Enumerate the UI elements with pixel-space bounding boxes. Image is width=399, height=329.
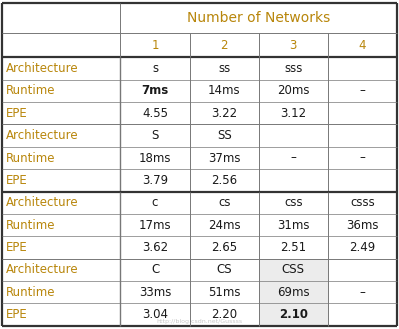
- Text: –: –: [359, 286, 365, 299]
- Text: Architecture: Architecture: [6, 62, 79, 75]
- Text: csss: csss: [350, 196, 375, 209]
- Text: 2.51: 2.51: [280, 241, 306, 254]
- Text: 3.22: 3.22: [211, 107, 237, 120]
- Text: 69ms: 69ms: [277, 286, 310, 299]
- Text: 24ms: 24ms: [208, 218, 241, 232]
- Text: EPE: EPE: [6, 174, 28, 187]
- Text: css: css: [284, 196, 302, 209]
- Text: 3: 3: [290, 38, 297, 52]
- Text: Architecture: Architecture: [6, 129, 79, 142]
- Bar: [259, 259, 328, 326]
- Text: 18ms: 18ms: [139, 152, 171, 164]
- Text: 31ms: 31ms: [277, 218, 310, 232]
- Text: cs: cs: [218, 196, 231, 209]
- Text: EPE: EPE: [6, 107, 28, 120]
- Text: 2.10: 2.10: [279, 308, 308, 321]
- Bar: [259, 259, 328, 326]
- Text: Architecture: Architecture: [6, 263, 79, 276]
- Text: CS: CS: [216, 263, 232, 276]
- Text: 2.65: 2.65: [211, 241, 237, 254]
- Text: 37ms: 37ms: [208, 152, 241, 164]
- Text: s: s: [152, 62, 158, 75]
- Text: 20ms: 20ms: [277, 85, 310, 97]
- Text: 3.79: 3.79: [142, 174, 168, 187]
- Text: c: c: [152, 196, 158, 209]
- Text: SS: SS: [217, 129, 231, 142]
- Text: –: –: [359, 85, 365, 97]
- Text: sss: sss: [284, 62, 302, 75]
- Text: 2.56: 2.56: [211, 174, 237, 187]
- Bar: [259, 259, 328, 326]
- Text: 1: 1: [151, 38, 159, 52]
- Text: 33ms: 33ms: [139, 286, 171, 299]
- Text: 4.55: 4.55: [142, 107, 168, 120]
- Text: 14ms: 14ms: [208, 85, 241, 97]
- Text: –: –: [359, 152, 365, 164]
- Text: 2: 2: [220, 38, 228, 52]
- Text: EPE: EPE: [6, 241, 28, 254]
- Text: Runtime: Runtime: [6, 85, 55, 97]
- Text: C: C: [151, 263, 159, 276]
- Text: 3.12: 3.12: [280, 107, 306, 120]
- Text: 36ms: 36ms: [346, 218, 379, 232]
- Text: Runtime: Runtime: [6, 286, 55, 299]
- Text: EPE: EPE: [6, 308, 28, 321]
- Text: 7ms: 7ms: [141, 85, 169, 97]
- Text: 3.62: 3.62: [142, 241, 168, 254]
- Text: 2.49: 2.49: [349, 241, 375, 254]
- Text: Architecture: Architecture: [6, 196, 79, 209]
- Text: CSS: CSS: [282, 263, 305, 276]
- Text: –: –: [290, 152, 296, 164]
- Text: 2.20: 2.20: [211, 308, 237, 321]
- Text: Runtime: Runtime: [6, 152, 55, 164]
- Text: Number of Networks: Number of Networks: [187, 11, 330, 25]
- Text: 4: 4: [359, 38, 366, 52]
- Text: Runtime: Runtime: [6, 218, 55, 232]
- Text: 17ms: 17ms: [139, 218, 172, 232]
- Text: 3.04: 3.04: [142, 308, 168, 321]
- Text: 51ms: 51ms: [208, 286, 241, 299]
- Text: S: S: [151, 129, 159, 142]
- Text: http://blog.csdn.net/Gussss: http://blog.csdn.net/Gussss: [156, 319, 243, 324]
- Text: ss: ss: [218, 62, 230, 75]
